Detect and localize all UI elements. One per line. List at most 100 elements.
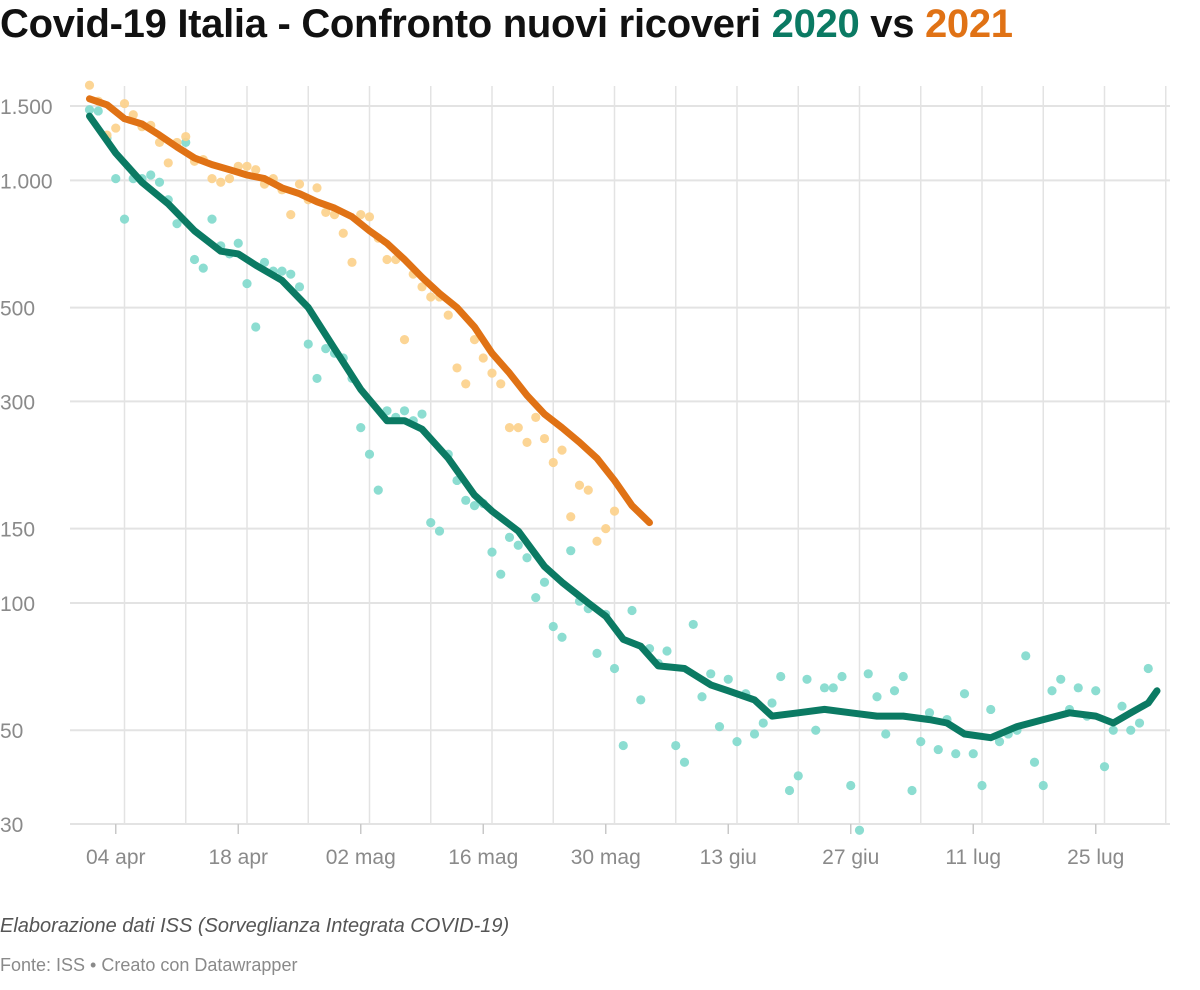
x-tick-label: 18 apr [208, 846, 268, 869]
point-2020-daily [828, 683, 838, 693]
point-2020-daily [373, 485, 383, 495]
line-2020 [86, 112, 1161, 742]
point-2020-daily [1108, 725, 1118, 735]
point-2020-daily [1073, 683, 1083, 693]
point-2020-daily [1021, 651, 1031, 661]
chart-notes: Elaborazione dati ISS (Sorveglianza Inte… [0, 915, 510, 937]
point-2020-daily [671, 740, 681, 751]
point-2021-daily [163, 158, 173, 168]
point-2020-daily [802, 674, 812, 684]
point-2020-daily [294, 282, 305, 292]
point-2020-daily [259, 257, 270, 267]
line-2021 [86, 95, 653, 527]
point-2020-daily [793, 771, 803, 781]
point-2020-daily [1029, 757, 1040, 767]
point-2020-daily [242, 278, 252, 289]
point-2020-daily [749, 729, 760, 739]
point-2021-daily [452, 363, 462, 373]
point-2021-daily [111, 123, 121, 133]
point-2020-daily [364, 449, 375, 459]
point-2021-daily [583, 485, 593, 495]
point-2020-daily [487, 547, 497, 557]
point-2020-daily [662, 646, 672, 656]
point-2020-daily [146, 170, 156, 180]
point-2020-daily [881, 729, 891, 739]
point-2020-daily [636, 695, 646, 705]
point-2020-daily [986, 704, 996, 715]
x-tick-label: 11 lug [945, 846, 1001, 869]
point-2020-daily [513, 540, 523, 550]
point-2021-daily [574, 480, 585, 490]
point-2020-daily [968, 749, 978, 759]
point-2021-daily [566, 512, 576, 522]
point-2021-daily [251, 165, 261, 175]
point-2020-daily [758, 718, 768, 728]
point-2020-daily [618, 740, 628, 751]
point-2020-daily [994, 737, 1005, 747]
point-2020-daily [496, 569, 506, 579]
point-2020-daily [93, 106, 103, 116]
point-2020-daily [469, 501, 480, 511]
point-2020-daily [951, 749, 961, 759]
point-2021-daily [364, 212, 375, 222]
point-2020-daily [907, 785, 917, 796]
point-2020-daily [522, 553, 532, 563]
point-2020-daily [688, 619, 698, 630]
point-2020-daily [303, 339, 313, 349]
point-2020-daily [1091, 686, 1101, 696]
point-2020-daily [198, 263, 208, 273]
point-2021-daily [557, 445, 567, 455]
point-2021-daily [356, 210, 366, 220]
point-2020-daily [1143, 663, 1153, 674]
point-2021-daily [399, 335, 410, 345]
point-2020-daily [846, 780, 856, 791]
point-2021-daily [601, 524, 611, 534]
chart-title: Covid-19 Italia - Confronto nuovi ricove… [0, 2, 1013, 47]
point-2020-daily [1117, 701, 1127, 711]
y-tick-label: 300 [0, 391, 35, 414]
series-2020-daily-points [84, 105, 1153, 835]
y-tick-label: 500 [0, 298, 35, 321]
point-2020-daily [819, 683, 830, 693]
point-2020-daily [434, 526, 445, 536]
point-2021-daily [338, 228, 348, 238]
point-2020-daily [119, 214, 130, 224]
title-middle: vs [859, 2, 925, 46]
point-2020-daily [898, 671, 908, 682]
point-2021-daily [461, 379, 471, 389]
point-2020-daily [916, 737, 926, 747]
point-2020-daily [286, 269, 296, 279]
point-2020-daily [837, 671, 847, 682]
point-2020-daily [312, 373, 322, 384]
point-2021-daily [426, 292, 436, 302]
point-2020-daily [207, 214, 217, 224]
x-tick-label: 27 giu [822, 846, 879, 869]
point-2020-daily [251, 322, 261, 332]
point-2020-daily [504, 532, 515, 542]
x-tick-label: 16 mag [448, 846, 518, 869]
point-2020-daily [863, 669, 873, 679]
title-year-2020: 2020 [771, 2, 860, 46]
point-2021-daily [609, 506, 620, 516]
point-2020-daily [854, 825, 865, 835]
point-2020-daily [461, 495, 471, 505]
x-tick-label: 25 lug [1067, 846, 1124, 869]
point-2021-daily [321, 207, 331, 218]
chart-source: Fonte: ISS • Creato con Datawrapper [0, 955, 298, 975]
y-tick-label: 50 [0, 720, 23, 743]
point-2020-daily [679, 757, 690, 767]
y-tick-label: 30 [0, 814, 23, 837]
point-2020-daily [872, 692, 882, 702]
x-axis-labels: 04 apr 18 apr 02 mag 16 mag 30 mag 13 giu 27 g… [86, 846, 1124, 869]
point-2020-daily [811, 725, 821, 735]
point-2020-daily [977, 780, 987, 791]
point-2021-daily [84, 80, 95, 90]
title-year-2021: 2021 [924, 2, 1013, 46]
point-2020-daily [566, 546, 576, 556]
point-2021-daily [531, 412, 541, 422]
point-2020-daily [1038, 780, 1048, 791]
y-tick-label: 1.500 [0, 96, 53, 119]
point-2020-daily [84, 105, 95, 115]
point-2021-daily [469, 335, 480, 345]
